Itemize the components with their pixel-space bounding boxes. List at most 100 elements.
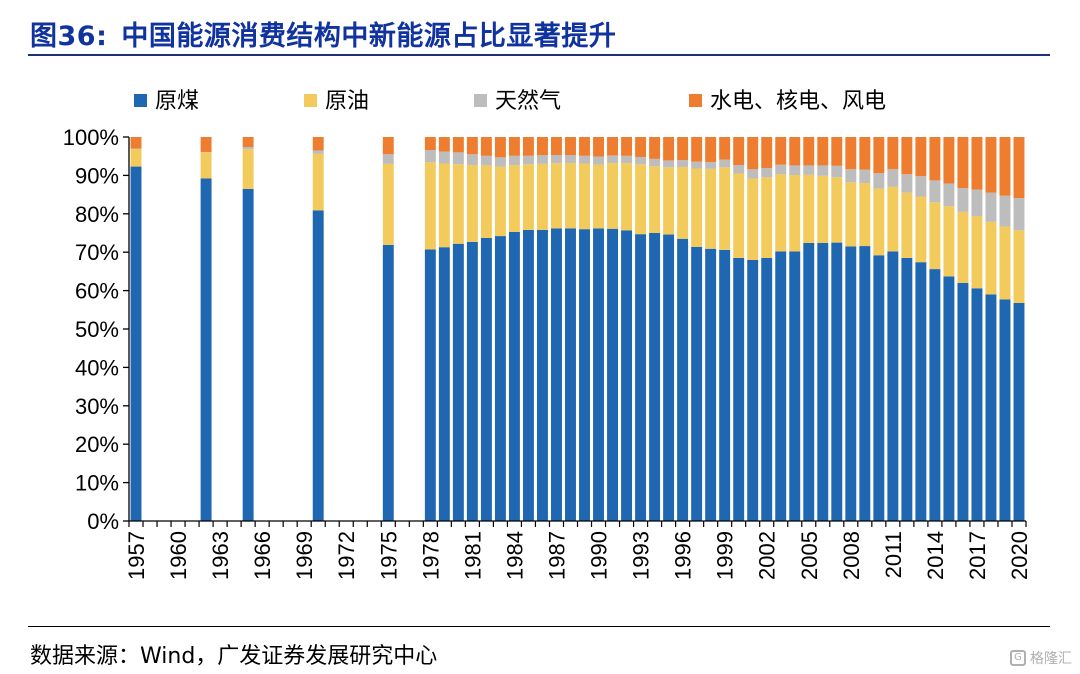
bar-segment — [424, 150, 436, 163]
figure-title: 图36: 中国能源消费结构中新能源占比显著提升 — [30, 14, 616, 53]
bar-segment — [508, 165, 520, 232]
bar-segment — [438, 247, 450, 521]
bar-segment — [803, 242, 815, 521]
bar-segment — [747, 169, 759, 179]
bar-segment — [494, 157, 506, 167]
bar-segment — [579, 137, 590, 156]
watermark-text: 格隆汇 — [1030, 651, 1072, 667]
bar-segment — [607, 163, 619, 229]
legend-swatch — [134, 94, 147, 107]
watermark: G 格隆汇 — [1010, 648, 1072, 668]
bar-segment — [831, 242, 843, 521]
bar-segment — [887, 169, 899, 187]
bar-segment — [452, 152, 464, 165]
bar-segment — [719, 249, 731, 521]
bar-segment — [649, 233, 661, 521]
bar-segment — [508, 137, 520, 156]
bar-segment — [873, 173, 885, 189]
bar-segment — [929, 269, 941, 521]
bar-segment — [817, 175, 829, 243]
bar-segment — [831, 165, 843, 178]
bar-segment — [705, 137, 717, 162]
bar-segment — [466, 165, 478, 242]
bar-segment — [691, 246, 703, 521]
bar-segment — [985, 221, 997, 295]
x-tick-label: 1969 — [292, 531, 317, 580]
bar-segment — [607, 155, 619, 164]
bar-segment — [943, 276, 955, 521]
bar-segment — [775, 251, 787, 521]
bar-segment — [663, 160, 675, 168]
bar-segment — [943, 137, 955, 184]
bar-segment — [480, 165, 492, 238]
bar-segment — [424, 137, 436, 151]
bar-segment — [452, 137, 464, 153]
y-tick-label: 10% — [75, 471, 119, 496]
bar-segment — [985, 294, 997, 521]
bar-segment — [803, 174, 815, 243]
bar-segment — [635, 156, 647, 165]
bar-segment — [130, 166, 142, 521]
bar-segment — [200, 152, 212, 179]
bar-segment — [593, 228, 604, 521]
bar-segment — [817, 165, 829, 176]
bar-segment — [130, 137, 142, 149]
bar-segment — [831, 177, 843, 243]
bar-segment — [494, 137, 506, 158]
bar-segment — [761, 177, 773, 258]
bar-segment — [887, 137, 899, 170]
x-tick-label: 2017 — [965, 531, 990, 580]
bar-segment — [873, 255, 885, 521]
bar-segment — [382, 154, 394, 164]
bar-segment — [593, 164, 604, 229]
bar-segment — [901, 192, 913, 258]
bar-segment — [677, 160, 689, 167]
bar-segment — [929, 202, 941, 270]
bar-segment — [522, 229, 534, 522]
bar-segment — [691, 161, 703, 169]
bar-segment — [480, 155, 492, 166]
chart-title: 中国能源消费结构中新能源占比显著提升 — [121, 21, 617, 52]
bar-segment — [1013, 302, 1025, 521]
bar-segment — [747, 259, 759, 521]
bar-segment — [985, 137, 997, 193]
x-tick-label: 2014 — [923, 531, 948, 580]
bar-segment — [1013, 137, 1025, 199]
bar-segment — [551, 228, 562, 521]
bar-segment — [775, 164, 787, 175]
bar-segment — [663, 137, 675, 161]
bar-segment — [565, 228, 576, 521]
bar-segment — [957, 211, 969, 283]
bar-segment — [887, 186, 899, 252]
bar-segment — [480, 137, 492, 156]
data-source-note: 数据来源：Wind，广发证券发展研究中心 — [30, 644, 438, 669]
bar-segment — [312, 137, 324, 151]
bar-segment — [957, 137, 969, 189]
x-tick-label: 1999 — [713, 531, 738, 580]
y-tick-label: 80% — [75, 202, 119, 227]
bar-segment — [691, 168, 703, 247]
x-tick-label: 2005 — [797, 531, 822, 580]
stacked-bar-chart: 原煤 原油 天然气 水电、核电、风电 0% 10% 20% 30% 40% 50% 60% 70% 8… — [63, 89, 1032, 580]
bar-segment — [130, 148, 142, 167]
x-tick-label: 1990 — [587, 531, 612, 580]
bar-segment — [845, 137, 857, 170]
bar-segment — [424, 249, 436, 521]
bar-segment — [536, 163, 548, 230]
x-tick-label: 2002 — [755, 531, 780, 580]
legend-label: 水电、核电、风电 — [710, 89, 886, 114]
bar-segment — [607, 137, 619, 156]
legend-label: 原油 — [325, 89, 369, 114]
bar-segment — [733, 137, 745, 166]
bar-segment — [817, 137, 829, 166]
bar-segment — [312, 150, 324, 154]
bar-segment — [691, 137, 703, 162]
bar-segment — [985, 192, 997, 222]
bar-segment — [607, 228, 619, 521]
y-tick-label: 70% — [75, 240, 119, 265]
bar-segment — [761, 257, 773, 521]
bar-segment — [677, 137, 689, 161]
bar-segment — [719, 159, 731, 168]
footer-divider — [28, 626, 1050, 627]
legend-label: 天然气 — [495, 89, 561, 114]
